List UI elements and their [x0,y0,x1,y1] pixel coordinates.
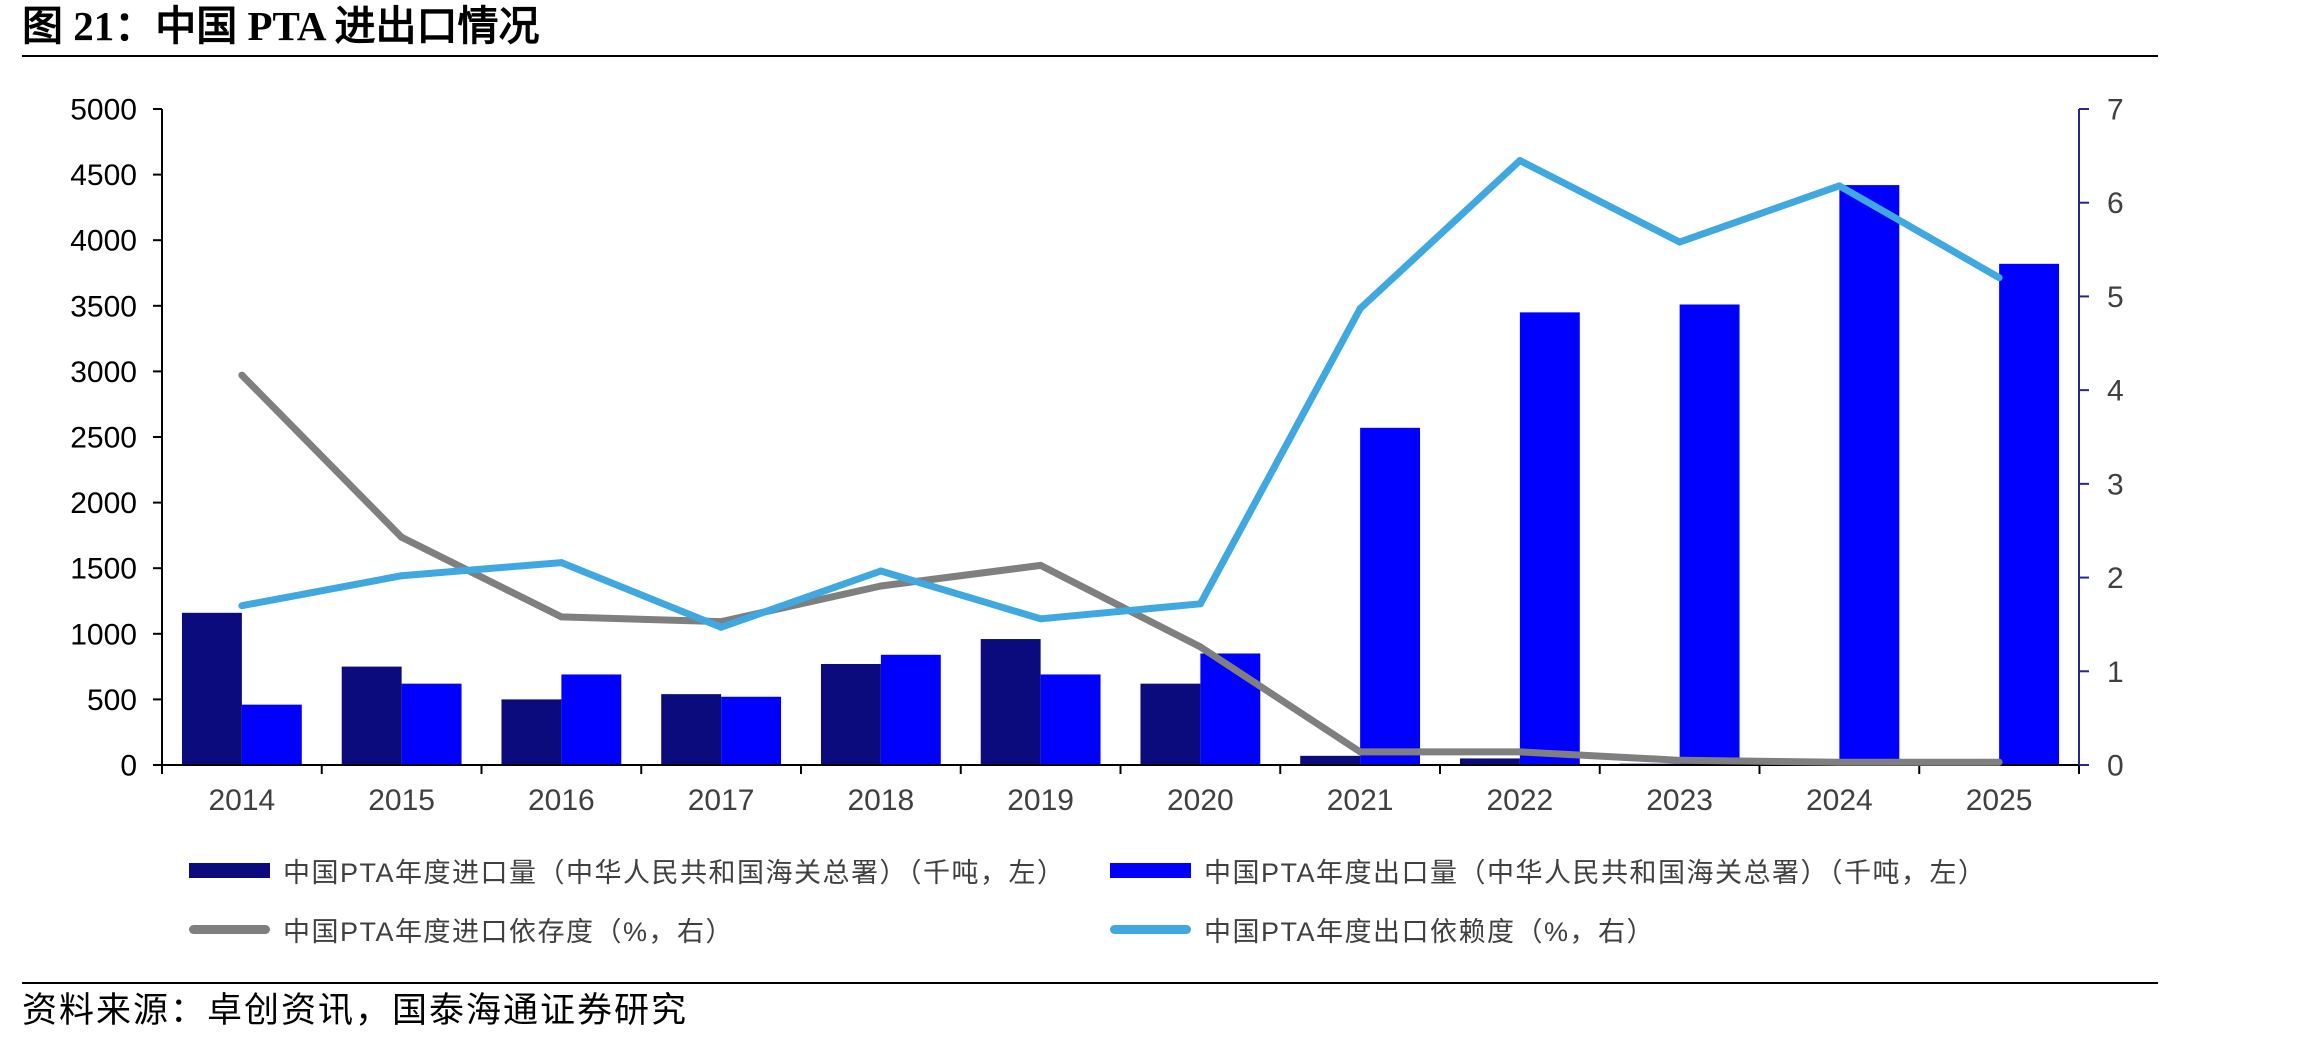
legend-item-import-volume: 中国PTA年度进口量（中华人民共和国海关总署）（千吨，左） [189,850,1066,890]
right-axis-label: 3 [2107,468,2124,501]
export-volume-bar-2016 [561,674,622,765]
x-axis-label: 2017 [688,784,755,817]
chart: 0 500 1000 1500 2000 2500 3000 3500 4000 4500 5000… [70,94,2123,818]
import-dependency-point-2018 [877,582,885,590]
left-axis-label: 3000 [70,356,137,389]
right-axis-label: 5 [2107,281,2124,314]
bottom-rule [22,982,2158,984]
left-axis-label: 3500 [70,290,137,323]
legend-label-import-dependency: 中国PTA年度进口依存度（%，右） [283,916,735,947]
legend-label-export-dependency: 中国PTA年度出口依赖度（%，右） [1204,916,1656,947]
x-axis-label: 2024 [1806,784,1873,817]
left-axis-label: 4500 [70,159,137,192]
import-dependency-point-2023 [1676,756,1684,764]
source-note: 资料来源：卓创资讯，国泰海通证券研究 [22,991,689,1030]
export-volume-bar-2014 [241,704,302,765]
export-dependency-point-2020 [1196,600,1204,608]
export-volume-bar-2015 [401,683,462,765]
import-dependency-point-2016 [557,613,565,621]
legend-label-import-volume: 中国PTA年度进口量（中华人民共和国海关总署）（千吨，左） [283,857,1066,888]
legend-swatch-import-volume [189,862,270,878]
export-volume-bar-2022 [1519,312,1580,765]
bar-layer [181,185,2060,766]
export-volume-bar-2025 [1999,263,2060,765]
x-axis-label: 2018 [848,784,915,817]
left-axis-label: 0 [120,750,137,783]
export-dependency-point-2017 [717,623,725,631]
left-axis-label: 4000 [70,225,137,258]
import-volume-bar-2022 [1459,758,1520,765]
left-axis-label: 1000 [70,618,137,651]
x-axis-label: 2022 [1487,784,1554,817]
x-axis-label: 2025 [1966,784,2033,817]
import-volume-bar-2017 [661,694,722,765]
import-dependency-point-2020 [1196,643,1204,651]
left-axis-label: 1500 [70,553,137,586]
export-dependency-point-2015 [398,572,406,580]
legend-item-export-volume: 中国PTA年度出口量（中华人民共和国海关总署）（千吨，左） [1110,850,1987,890]
export-volume-bar-2019 [1040,674,1101,765]
export-dependency-point-2021 [1356,305,1364,313]
import-dependency-point-2014 [238,371,246,379]
import-volume-bar-2015 [341,666,402,765]
x-axis-label: 2019 [1007,784,1074,817]
import-volume-bar-2014 [181,612,242,765]
left-axis-label: 500 [87,684,137,717]
import-dependency-point-2024 [1835,758,1843,766]
right-axis-label: 6 [2107,187,2124,220]
export-volume-bar-2018 [880,654,941,765]
import-dependency-point-2015 [398,533,406,541]
import-volume-bar-2021 [1300,755,1361,765]
left-axis-label: 5000 [70,94,137,127]
right-axis-label: 7 [2107,94,2124,127]
export-dependency-point-2023 [1676,238,1684,246]
x-axis-label: 2021 [1327,784,1394,817]
export-dependency-point-2018 [877,567,885,575]
axes-layer: 0 500 1000 1500 2000 2500 3000 3500 4000 4500 5000… [70,94,2123,818]
export-volume-bar-2024 [1839,185,1900,766]
import-dependency-line [239,372,2000,766]
import-volume-bar-2016 [501,699,562,765]
export-volume-bar-2023 [1679,304,1740,765]
export-dependency-point-2014 [238,602,246,610]
top-rule [22,55,2158,57]
x-axis-label: 2014 [209,784,276,817]
x-axis-label: 2016 [528,784,595,817]
right-axis-label: 4 [2107,375,2124,408]
import-dependency-point-2019 [1037,561,1045,569]
export-dependency-point-2025 [1995,274,2003,282]
export-volume-bar-2017 [721,696,782,765]
x-axis-label: 2015 [368,784,435,817]
right-axis-label: 1 [2107,656,2124,689]
legend-swatch-export-dependency [1110,924,1191,934]
legend-label-export-volume: 中国PTA年度出口量（中华人民共和国海关总署）（千吨，左） [1204,857,1987,888]
import-volume-bar-2020 [1140,683,1201,765]
left-axis-label: 2500 [70,422,137,455]
export-dependency-point-2024 [1835,182,1843,190]
import-dependency-point-2025 [1995,758,2003,766]
export-dependency-point-2016 [557,559,565,567]
legend-item-export-dependency: 中国PTA年度出口依赖度（%，右） [1110,909,1655,949]
export-volume-bar-2020 [1200,653,1261,765]
line-layer [238,157,2003,766]
x-axis-label: 2023 [1646,784,1713,817]
import-volume-bar-2018 [820,663,881,765]
x-axis-label: 2020 [1167,784,1234,817]
export-volume-bar-2021 [1360,427,1421,765]
legend-swatch-export-volume [1110,862,1191,878]
right-axis-label: 0 [2107,750,2124,783]
import-dependency-point-2022 [1516,748,1524,756]
export-dependency-point-2019 [1037,615,1045,623]
figure-title: 图 21：中国 PTA 进出口情况 [22,3,540,49]
import-volume-bar-2019 [980,639,1041,765]
legend-swatch-import-dependency [189,924,270,934]
right-axis-label: 2 [2107,562,2124,595]
left-axis-label: 2000 [70,487,137,520]
export-dependency-point-2022 [1516,157,1524,165]
export-dependency-line [241,157,2001,631]
import-dependency-point-2021 [1356,748,1364,756]
legend-item-import-dependency: 中国PTA年度进口依存度（%，右） [189,909,734,949]
